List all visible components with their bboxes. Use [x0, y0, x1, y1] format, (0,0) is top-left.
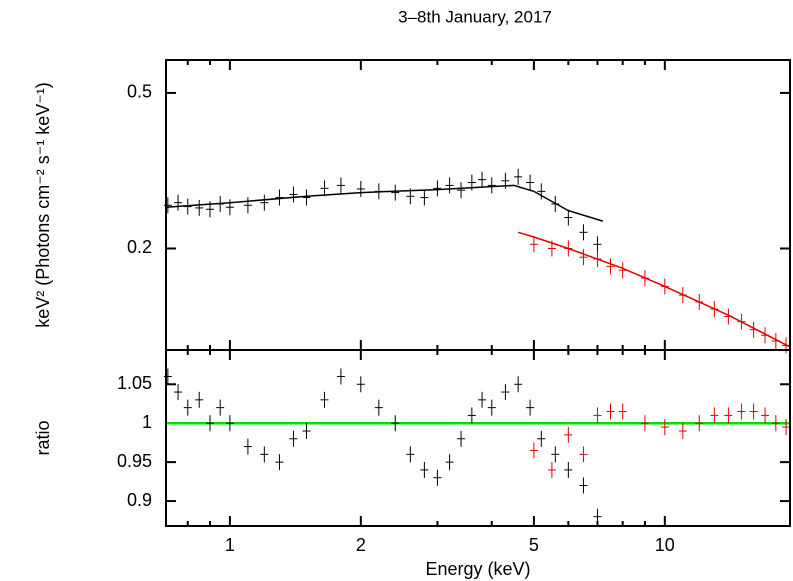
- data-point: [526, 399, 535, 416]
- model-line: [517, 231, 791, 348]
- data-point: [487, 177, 496, 194]
- data-point: [749, 403, 758, 420]
- data-point: [216, 399, 225, 416]
- data-point: [551, 446, 560, 463]
- plot-frame: [165, 349, 791, 527]
- data-point: [336, 368, 345, 385]
- data-point: [514, 168, 523, 185]
- data-point: [695, 415, 704, 432]
- data-point: [356, 180, 365, 197]
- data-point: [420, 189, 429, 206]
- y-tick-label: 0.2: [127, 237, 152, 257]
- data-point: [433, 469, 442, 486]
- data-point: [579, 477, 588, 494]
- data-point: [420, 461, 429, 478]
- y-tick-label: 0.9: [127, 490, 152, 510]
- data-point: [336, 177, 345, 194]
- x-tick-label: 10: [655, 535, 675, 555]
- data-point: [579, 224, 588, 241]
- data-point: [724, 407, 733, 424]
- data-point: [593, 236, 602, 253]
- data-point: [526, 174, 535, 191]
- data-point: [678, 422, 687, 439]
- data-point: [514, 376, 523, 393]
- data-point: [320, 180, 329, 197]
- data-point: [487, 399, 496, 416]
- data-point: [537, 430, 546, 447]
- data-point: [391, 184, 400, 201]
- y-tick-label: 0.5: [127, 82, 152, 102]
- data-point: [320, 391, 329, 408]
- data-point: [564, 461, 573, 478]
- data-point: [260, 446, 269, 463]
- data-point: [564, 209, 573, 226]
- data-point: [275, 454, 284, 471]
- data-point: [537, 183, 546, 200]
- data-point: [356, 376, 365, 393]
- x-tick-label: 5: [529, 535, 539, 555]
- data-point: [606, 258, 615, 275]
- data-point: [391, 415, 400, 432]
- data-point: [275, 189, 284, 206]
- data-point: [433, 180, 442, 197]
- data-point: [302, 422, 311, 439]
- data-point: [547, 461, 556, 478]
- data-point: [225, 415, 234, 432]
- data-point: [579, 446, 588, 463]
- data-point: [761, 407, 770, 424]
- data-point: [606, 403, 615, 420]
- data-point: [195, 391, 204, 408]
- data-point: [593, 407, 602, 424]
- data-point: [782, 419, 791, 436]
- y-axis-label: ratio: [33, 420, 53, 455]
- chart-title: 3–8th January, 2017: [398, 7, 552, 26]
- data-point: [478, 171, 487, 188]
- data-point: [737, 403, 746, 420]
- data-point: [205, 415, 214, 432]
- y-axis-label: keV² (Photons cm⁻² s⁻¹ keV⁻¹): [33, 82, 53, 328]
- data-point: [457, 430, 466, 447]
- data-point: [243, 197, 252, 214]
- x-axis-label: Energy (keV): [425, 559, 530, 579]
- data-point: [478, 391, 487, 408]
- data-point: [302, 189, 311, 206]
- data-point: [406, 446, 415, 463]
- data-point: [445, 177, 454, 194]
- data-point: [640, 415, 649, 432]
- model-line: [165, 184, 604, 222]
- data-point: [529, 442, 538, 459]
- data-point: [183, 399, 192, 416]
- y-tick-label: 1.05: [117, 373, 152, 393]
- data-point: [225, 199, 234, 216]
- x-tick-label: 1: [225, 535, 235, 555]
- data-point: [289, 430, 298, 447]
- data-point: [579, 249, 588, 266]
- data-point: [457, 182, 466, 199]
- data-point: [660, 419, 669, 436]
- data-point: [618, 403, 627, 420]
- data-point: [710, 407, 719, 424]
- data-point: [771, 415, 780, 432]
- data-point: [289, 186, 298, 203]
- data-point: [593, 508, 602, 525]
- y-tick-label: 0.95: [117, 451, 152, 471]
- y-tick-label: 1: [142, 412, 152, 432]
- x-tick-label: 2: [356, 535, 366, 555]
- plot-frame: [165, 59, 791, 351]
- data-point: [529, 236, 538, 253]
- data-point: [501, 384, 510, 401]
- data-point: [374, 399, 383, 416]
- data-point: [243, 438, 252, 455]
- data-point: [174, 194, 183, 211]
- data-point: [195, 199, 204, 216]
- data-point: [445, 454, 454, 471]
- data-point: [260, 194, 269, 211]
- data-point: [564, 426, 573, 443]
- data-point: [174, 384, 183, 401]
- data-point: [467, 407, 476, 424]
